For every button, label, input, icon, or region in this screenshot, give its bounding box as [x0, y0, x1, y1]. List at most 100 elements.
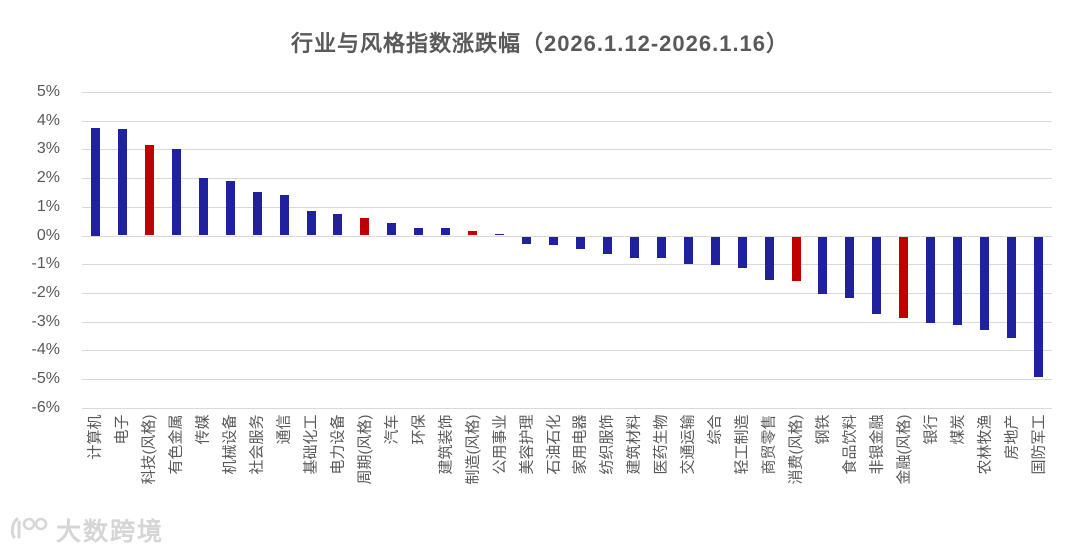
x-axis-category-cell: 电力设备 [325, 414, 352, 554]
bar-industry [441, 228, 451, 236]
x-axis-category-cell: 汽车 [378, 414, 405, 554]
y-axis-tick-label: 3% [36, 140, 60, 158]
bar-industry [171, 149, 181, 236]
bar-industry [737, 236, 747, 269]
x-axis-category-label: 建筑装饰 [437, 414, 455, 475]
gridline [82, 264, 1052, 266]
x-axis-category-label: 周期(风格) [356, 414, 374, 484]
x-axis-category-label: 交通运输 [679, 414, 697, 475]
x-axis-category-label: 电力设备 [329, 414, 347, 475]
y-axis-tick-label: 4% [36, 111, 60, 129]
x-axis-category-label: 机械设备 [221, 414, 239, 475]
plot-area: 5% 4% 3% 2% 1% 0% -1% -2% -3% -4% -5% -6% 计算机 电子 科技(风格… [32, 83, 1052, 484]
x-axis-category-cell: 公用事业 [486, 414, 513, 554]
x-axis-category-label: 非银金融 [868, 414, 886, 475]
gridline [82, 235, 1052, 237]
bar-style-index [899, 236, 909, 319]
bar-industry [117, 129, 127, 236]
x-axis-category-cell: 农林牧渔 [971, 414, 998, 554]
bar-industry [602, 236, 612, 254]
x-axis-category-label: 基础化工 [302, 414, 320, 475]
bar-industry [845, 236, 855, 299]
x-axis-category-cell: 传媒 [190, 414, 217, 554]
x-axis-category-cell: 通信 [271, 414, 298, 554]
bar-style-index [360, 218, 370, 236]
y-axis-tick-label: 0% [36, 226, 60, 244]
y-axis-tick-label: -3% [31, 312, 60, 330]
bar-style-index [144, 145, 154, 236]
gridline [82, 206, 1052, 208]
x-axis-category-cell: 金融(风格) [890, 414, 917, 554]
x-axis-category-label: 轻工制造 [733, 414, 751, 475]
y-axis-tick-label: 2% [36, 169, 60, 187]
x-axis-category-cell: 食品饮料 [836, 414, 863, 554]
bar-industry [629, 236, 639, 259]
x-axis-category-label: 石油石化 [545, 414, 563, 475]
bar-industry [1007, 236, 1017, 339]
bar-industry [333, 213, 343, 236]
watermark: 大数跨境 [8, 512, 164, 548]
bar-industry [1034, 236, 1044, 378]
bar-industry [926, 236, 936, 323]
gridline [82, 178, 1052, 180]
x-axis-category-label: 国防军工 [1030, 414, 1048, 475]
x-axis-category-cell: 综合 [702, 414, 729, 554]
x-axis-category-label: 房地产 [1003, 414, 1021, 460]
x-axis-category-cell: 消费(风格) [783, 414, 810, 554]
chart-title: 行业与风格指数涨跌幅（2026.1.12-2026.1.16） [290, 31, 790, 56]
x-axis-category-cell: 基础化工 [298, 414, 325, 554]
x-axis-category-cell: 纺织服饰 [594, 414, 621, 554]
x-axis-category-cell: 石油石化 [540, 414, 567, 554]
y-axis-tick-label: 1% [36, 197, 60, 215]
bar-industry [414, 228, 424, 236]
x-axis-category-label: 医药生物 [652, 414, 670, 475]
bar-industry [818, 236, 828, 294]
bar-industry [575, 236, 585, 250]
x-axis-category-label: 公用事业 [491, 414, 509, 475]
bar-style-index [468, 231, 478, 236]
x-axis-category-label: 钢铁 [814, 414, 832, 445]
x-axis-category-cell: 商贸零售 [756, 414, 783, 554]
gridline [82, 92, 1052, 93]
bar-industry [980, 236, 990, 330]
y-axis-tick-label: -1% [31, 255, 60, 273]
x-axis-category-label: 社会服务 [248, 414, 266, 475]
x-axis-category-cell: 银行 [917, 414, 944, 554]
x-axis-category-label: 汽车 [383, 414, 401, 445]
x-axis-category-cell: 周期(风格) [351, 414, 378, 554]
x-axis-category-label: 金融(风格) [895, 414, 913, 484]
bar-style-index [791, 236, 801, 281]
x-axis-category-cell: 建筑装饰 [432, 414, 459, 554]
gridline [82, 350, 1052, 352]
y-axis-tick-label: -6% [31, 398, 60, 416]
watermark-text: 大数跨境 [56, 518, 165, 546]
y-axis-tick-label: 5% [36, 83, 60, 100]
gridline [82, 321, 1052, 323]
x-axis-category-cell: 煤炭 [944, 414, 971, 554]
bar-industry [953, 236, 963, 326]
bar-industry [522, 236, 532, 244]
bar-industry [764, 236, 774, 280]
bar-industry [306, 211, 316, 236]
x-axis-category-label: 通信 [275, 414, 293, 445]
gridline [82, 407, 1052, 409]
x-axis-category-label: 家用电器 [571, 414, 589, 475]
x-axis-category-cell: 建筑材料 [621, 414, 648, 554]
x-axis-category-cell: 环保 [405, 414, 432, 554]
x-axis-category-cell: 医药生物 [648, 414, 675, 554]
bar-industry [549, 236, 559, 246]
gridline [82, 120, 1052, 122]
bar-industry [198, 178, 208, 236]
x-axis-category-cell: 轻工制造 [729, 414, 756, 554]
x-axis-category-cell: 非银金融 [863, 414, 890, 554]
y-axis-tick-label: -2% [31, 283, 60, 301]
x-axis-category-label: 传媒 [194, 414, 212, 445]
x-axis-category-cell: 交通运输 [675, 414, 702, 554]
x-axis-category-cell: 有色金属 [163, 414, 190, 554]
gridline [82, 292, 1052, 294]
x-axis-category-cell: 美容护理 [513, 414, 540, 554]
bar-industry [683, 236, 693, 264]
watermark-logo-icon [8, 513, 50, 548]
x-axis-category-label: 商贸零售 [760, 414, 778, 475]
